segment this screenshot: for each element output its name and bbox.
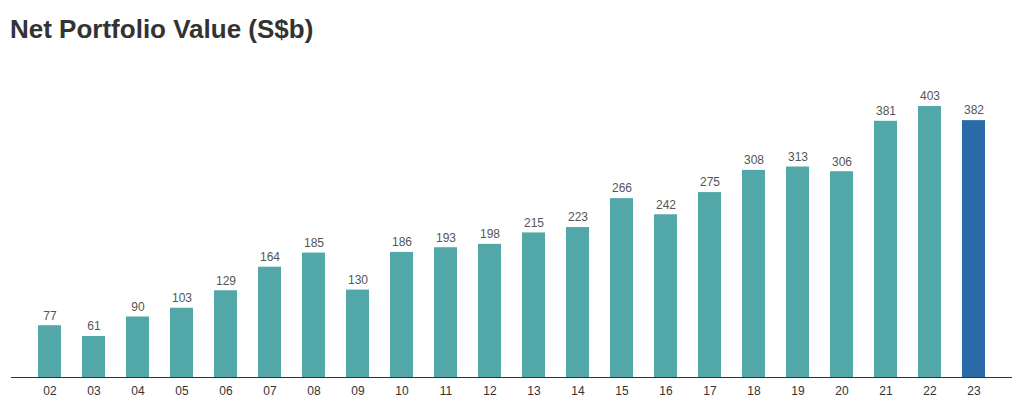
svg-text:05: 05: [175, 384, 189, 398]
svg-text:21: 21: [879, 384, 893, 398]
svg-text:103: 103: [172, 291, 192, 305]
svg-text:381: 381: [876, 104, 896, 118]
svg-text:12: 12: [483, 384, 497, 398]
svg-text:19: 19: [791, 384, 805, 398]
svg-text:186: 186: [392, 235, 412, 249]
svg-text:130: 130: [348, 273, 368, 287]
svg-text:313: 313: [788, 150, 808, 164]
svg-text:20: 20: [835, 384, 849, 398]
svg-text:90: 90: [131, 300, 145, 314]
svg-text:382: 382: [964, 103, 984, 117]
svg-text:215: 215: [524, 216, 544, 230]
svg-text:308: 308: [744, 153, 764, 167]
svg-text:185: 185: [304, 236, 324, 250]
svg-text:09: 09: [351, 384, 365, 398]
html-text:Net Portfolio Value (S$b): Net Portfolio Value (S$b): [10, 14, 314, 44]
svg-text:15: 15: [615, 384, 629, 398]
svg-text:11: 11: [440, 384, 453, 398]
svg-text:14: 14: [571, 384, 585, 398]
svg-text:13: 13: [527, 384, 541, 398]
svg-text:10: 10: [395, 384, 409, 398]
svg-text:17: 17: [703, 384, 717, 398]
svg-text:03: 03: [87, 384, 101, 398]
svg-text:06: 06: [219, 384, 233, 398]
svg-text:07: 07: [263, 384, 277, 398]
svg-text:16: 16: [659, 384, 673, 398]
svg-text:77: 77: [43, 309, 57, 323]
svg-text:193: 193: [436, 231, 456, 245]
svg-text:04: 04: [131, 384, 145, 398]
svg-text:08: 08: [307, 384, 321, 398]
svg-text:22: 22: [923, 384, 937, 398]
svg-text:02: 02: [43, 384, 57, 398]
svg-text:18: 18: [747, 384, 761, 398]
svg-text:306: 306: [832, 155, 852, 169]
svg-text:275: 275: [700, 175, 720, 189]
svg-text:61: 61: [87, 319, 101, 333]
svg-text:198: 198: [480, 227, 500, 241]
svg-text:23: 23: [967, 384, 981, 398]
svg-text:403: 403: [920, 89, 940, 103]
svg-text:129: 129: [216, 274, 236, 288]
svg-text:242: 242: [656, 198, 676, 212]
svg-text:164: 164: [260, 250, 280, 264]
svg-text:223: 223: [568, 210, 588, 224]
svg-text:266: 266: [612, 181, 632, 195]
